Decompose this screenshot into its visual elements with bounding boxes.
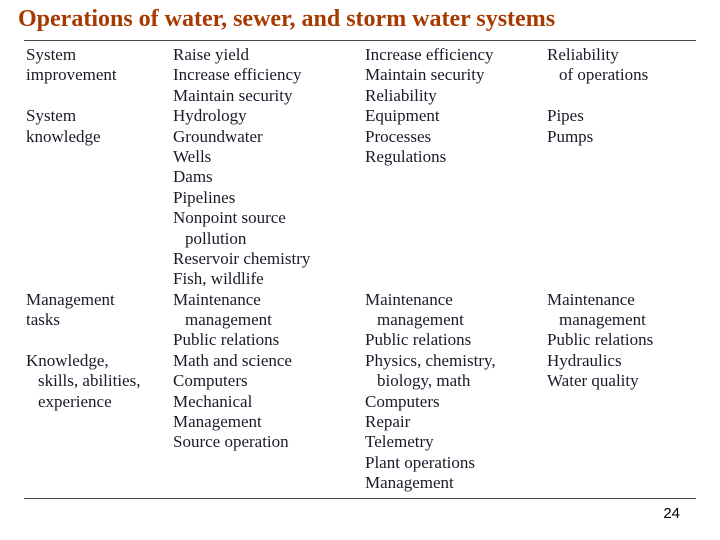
cell-col2-line: Computers [173, 371, 359, 391]
row-label-line: experience [26, 392, 167, 412]
row-label-line: Management [26, 290, 167, 310]
cell-col2-line: pollution [173, 229, 359, 249]
cell-col2-line: Maintenance [173, 290, 359, 310]
cell-col4: PipesPumps [545, 106, 700, 290]
rule-top [24, 40, 696, 41]
cell-col3-line: Regulations [365, 147, 541, 167]
cell-col4-line: Hydraulics [547, 351, 698, 371]
cell-col3: Physics, chemistry,biology, mathComputer… [363, 351, 543, 494]
cell-col3-line: Computers [365, 392, 541, 412]
cell-col3-line: Repair [365, 412, 541, 432]
slide: Operations of water, sewer, and storm wa… [0, 0, 720, 540]
cell-col4-line: management [547, 310, 698, 330]
cell-col2-line: management [173, 310, 359, 330]
row-label-line: skills, abilities, [26, 371, 167, 391]
cell-col2: Math and scienceComputersMechanicalManag… [171, 351, 361, 494]
row-label-line: System [26, 45, 167, 65]
row-label-line: knowledge [26, 127, 167, 147]
cell-col3-line: Processes [365, 127, 541, 147]
cell-col2-line: Source operation [173, 432, 359, 452]
cell-col3-line: Plant operations [365, 453, 541, 473]
cell-col2-line: Mechanical [173, 392, 359, 412]
row-label: Systemimprovement [24, 45, 169, 106]
cell-col3-line: management [365, 310, 541, 330]
cell-col2-line: Maintain security [173, 86, 359, 106]
cell-col4-line: Reliability [547, 45, 698, 65]
cell-col3-line: Maintenance [365, 290, 541, 310]
cell-col4-line: of operations [547, 65, 698, 85]
cell-col4-line: Water quality [547, 371, 698, 391]
cell-col4-line: Public relations [547, 330, 698, 350]
page-number: 24 [663, 505, 680, 522]
cell-col2-line: Reservoir chemistry [173, 249, 359, 269]
cell-col2-line: Math and science [173, 351, 359, 371]
cell-col4: MaintenancemanagementPublic relations [545, 290, 700, 351]
cell-col2-line: Pipelines [173, 188, 359, 208]
row-label-line: tasks [26, 310, 167, 330]
row-label-line: Knowledge, [26, 351, 167, 371]
cell-col4-line: Pumps [547, 127, 698, 147]
cell-col4-line: Pipes [547, 106, 698, 126]
cell-col2: MaintenancemanagementPublic relations [171, 290, 361, 351]
content-table: SystemimprovementRaise yieldIncrease eff… [24, 40, 696, 522]
row-label-line: System [26, 106, 167, 126]
cell-col3-line: Maintain security [365, 65, 541, 85]
cell-col3: MaintenancemanagementPublic relations [363, 290, 543, 351]
cell-col3-line: Equipment [365, 106, 541, 126]
cell-col2-line: Hydrology [173, 106, 359, 126]
row-label: Systemknowledge [24, 106, 169, 290]
cell-col4: HydraulicsWater quality [545, 351, 700, 494]
cell-col2-line: Public relations [173, 330, 359, 350]
cell-col2: Raise yieldIncrease efficiencyMaintain s… [171, 45, 361, 106]
row-label-line: improvement [26, 65, 167, 85]
row-label: Knowledge,skills, abilities,experience [24, 351, 169, 494]
cell-col4-line: Maintenance [547, 290, 698, 310]
cell-col3: Increase efficiencyMaintain securityReli… [363, 45, 543, 106]
table-grid: SystemimprovementRaise yieldIncrease eff… [24, 45, 696, 494]
cell-col3-line: Telemetry [365, 432, 541, 452]
cell-col3-line: Reliability [365, 86, 541, 106]
row-label: Managementtasks [24, 290, 169, 351]
cell-col2-line: Increase efficiency [173, 65, 359, 85]
rule-bottom [24, 498, 696, 499]
cell-col3-line: biology, math [365, 371, 541, 391]
cell-col3: EquipmentProcessesRegulations [363, 106, 543, 290]
cell-col3-line: Management [365, 473, 541, 493]
cell-col3-line: Increase efficiency [365, 45, 541, 65]
cell-col3-line: Physics, chemistry, [365, 351, 541, 371]
cell-col4: Reliabilityof operations [545, 45, 700, 106]
cell-col2-line: Management [173, 412, 359, 432]
cell-col2-line: Wells [173, 147, 359, 167]
cell-col2-line: Nonpoint source [173, 208, 359, 228]
cell-col2: HydrologyGroundwaterWellsDamsPipelinesNo… [171, 106, 361, 290]
slide-title: Operations of water, sewer, and storm wa… [18, 6, 702, 34]
cell-col2-line: Groundwater [173, 127, 359, 147]
cell-col3-line: Public relations [365, 330, 541, 350]
cell-col2-line: Fish, wildlife [173, 269, 359, 289]
cell-col2-line: Dams [173, 167, 359, 187]
cell-col2-line: Raise yield [173, 45, 359, 65]
